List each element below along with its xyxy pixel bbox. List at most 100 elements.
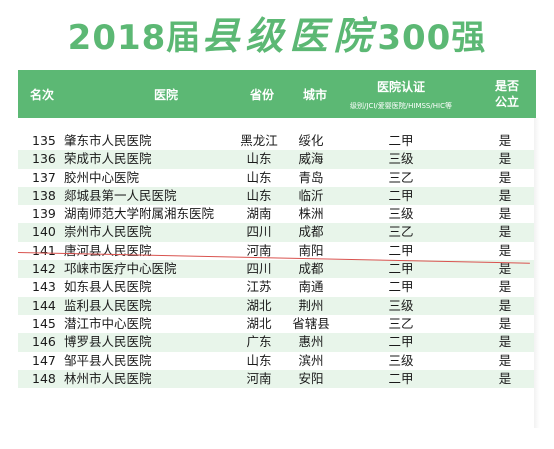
header-public-line2: 公立 (494, 95, 519, 109)
province-cell: 山东 (246, 352, 272, 368)
grade-cell: 二甲 (388, 261, 414, 277)
city-cell: 滨州 (298, 352, 324, 368)
public-cell: 是 (498, 151, 512, 167)
public-cell: 是 (498, 242, 512, 258)
hospital-name-cell: 荣成市人民医院 (64, 151, 152, 167)
rank-cell: 137 (32, 169, 56, 185)
public-cell: 是 (498, 224, 512, 240)
city-cell: 成都 (298, 261, 324, 277)
grade-cell: 二甲 (388, 279, 414, 295)
grade-cell: 二甲 (388, 370, 414, 386)
header-province: 省份 (249, 87, 274, 102)
hospital-name-cell: 肇东市人民医院 (64, 133, 152, 148)
public-cell: 是 (498, 315, 512, 331)
city-cell: 荆州 (298, 297, 324, 313)
table-row: 145 潜江市中心医院 湖北 省辖县 三乙 是 (18, 315, 536, 333)
rank-cell: 145 (32, 315, 56, 331)
rank-cell: 142 (32, 261, 56, 277)
table-row: 139 湖南师范大学附属湘东医院 湖南 株洲 三级 是 (18, 205, 536, 223)
grade-cell: 三乙 (388, 169, 414, 185)
header-certification: 医院认证 级别/JCI/爱婴医院/HIMSS/HIC等 (336, 70, 466, 118)
hospital-name-cell: 唐河县人民医院 (64, 242, 152, 258)
grade-cell: 三级 (388, 151, 414, 167)
rank-cell: 138 (32, 187, 56, 203)
hospital-name-cell: 邹平县人民医院 (64, 352, 152, 368)
page-title: 2018届县级医院300强 (0, 6, 554, 66)
province-cell: 广东 (246, 334, 272, 350)
table-row: 142 邛崃市医疗中心医院 四川 成都 二甲 是 (18, 260, 536, 279)
public-cell: 是 (498, 279, 512, 295)
table-header: 名次 医院 省份 城市 医院认证 级别/JCI/爱婴医院/HIMSS/HIC等 … (18, 70, 536, 118)
grade-cell: 三乙 (388, 224, 414, 240)
hospital-name-cell: 崇州市人民医院 (64, 224, 152, 240)
city-cell: 南通 (298, 279, 324, 295)
city-cell: 成都 (298, 224, 324, 240)
grade-cell: 二甲 (388, 334, 414, 350)
header-city: 城市 (302, 87, 327, 102)
table-row: 141 唐河县人民医院 河南 南阳 二甲 是 (18, 242, 536, 260)
grade-cell: 三级 (388, 297, 414, 313)
hospital-name-cell: 如东县人民医院 (64, 279, 152, 295)
table-row: 147 邹平县人民医院 山东 滨州 三级 是 (18, 352, 536, 370)
rank-cell: 143 (32, 279, 56, 295)
public-cell: 是 (498, 169, 512, 185)
grade-cell: 三乙 (388, 315, 414, 331)
table-row: 136 荣成市人民医院 山东 威海 三级 是 (18, 150, 536, 169)
hospital-name-cell: 胶州中心医院 (64, 169, 140, 185)
rank-cell: 144 (32, 297, 56, 313)
grade-cell: 二甲 (388, 242, 414, 258)
table-row: 143 如东县人民医院 江苏 南通 二甲 是 (18, 278, 536, 296)
rank-cell: 148 (32, 370, 56, 386)
city-cell: 惠州 (298, 334, 324, 350)
rank-cell: 146 (32, 334, 56, 350)
table-row: 148 林州市人民医院 河南 安阳 二甲 是 (18, 369, 536, 389)
title-prefix: 2018届 (67, 18, 202, 58)
province-cell: 河南 (246, 370, 272, 386)
province-cell: 山东 (246, 151, 272, 167)
province-cell: 山东 (246, 169, 272, 185)
hospital-name-cell: 郯城县第一人民医院 (64, 187, 177, 203)
public-cell: 是 (498, 187, 512, 203)
city-cell: 南阳 (298, 242, 324, 258)
hospital-name-cell: 潜江市中心医院 (64, 315, 152, 331)
city-cell: 威海 (298, 151, 324, 167)
title-calligraphy: 县级医院 (201, 13, 378, 58)
city-cell: 安阳 (298, 370, 324, 386)
rank-cell: 135 (32, 133, 56, 148)
province-cell: 湖北 (246, 315, 272, 331)
grade-cell: 三级 (388, 352, 414, 368)
city-cell: 株洲 (298, 206, 324, 222)
table-body: 135 肇东市人民医院 黑龙江 绥化 二甲是 136 荣成市人民医院 山东 威海 三级是 137 胶州… (18, 132, 536, 389)
table-row: 146 博罗县人民医院 广东 惠州 二甲 是 (18, 333, 536, 352)
province-cell: 四川 (246, 224, 272, 240)
city-cell: 绥化 (298, 133, 324, 148)
hospital-name-cell: 林州市人民医院 (64, 370, 152, 386)
title-suffix: 300强 (377, 18, 487, 58)
public-cell: 是 (498, 206, 512, 222)
header-rank: 名次 (29, 87, 54, 102)
province-cell: 江苏 (246, 279, 272, 295)
rank-cell: 141 (32, 242, 56, 258)
province-cell: 山东 (246, 187, 272, 203)
header-certification-label: 医院认证 (376, 79, 425, 94)
hospital-name-cell: 湖南师范大学附属湘东医院 (64, 206, 215, 222)
grade-cell: 二甲 (388, 187, 414, 203)
table-row: 140 崇州市人民医院 四川 成都 三乙 是 (18, 223, 536, 242)
table-edge (534, 118, 540, 428)
table-row: 137 胶州中心医院 山东 青岛 三乙 是 (18, 169, 536, 187)
table-row: 138 郯城县第一人民医院 山东 临沂 二甲 是 (18, 186, 536, 206)
public-cell: 是 (498, 352, 512, 368)
header-certification-sub: 级别/JCI/爱婴医院/HIMSS/HIC等 (350, 101, 452, 110)
province-cell: 湖北 (246, 297, 272, 313)
province-cell: 黑龙江 (240, 133, 278, 148)
table-row: 135 肇东市人民医院 黑龙江 绥化 二甲 是 (18, 132, 536, 150)
hospital-name-cell: 博罗县人民医院 (64, 334, 152, 350)
public-cell: 是 (498, 297, 512, 313)
public-cell: 是 (498, 261, 512, 277)
city-cell: 省辖县 (292, 315, 330, 331)
hospital-name-cell: 监利县人民医院 (64, 297, 152, 313)
table-row: 144 监利县人民医院 湖北 荆州 三级 是 (18, 296, 536, 315)
public-cell: 是 (498, 334, 512, 350)
hospital-name-cell: 邛崃市医疗中心医院 (64, 261, 177, 277)
rank-cell: 140 (32, 224, 56, 240)
